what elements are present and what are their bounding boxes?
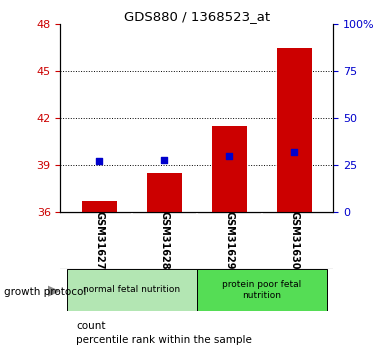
Text: count: count (76, 321, 106, 331)
Title: GDS880 / 1368523_at: GDS880 / 1368523_at (124, 10, 270, 23)
Text: percentile rank within the sample: percentile rank within the sample (76, 335, 252, 345)
Bar (197, 269, 327, 310)
Point (291, 149, 298, 155)
Bar (82, 201, 117, 212)
Text: protein poor fetal
nutrition: protein poor fetal nutrition (222, 280, 301, 299)
Text: GSM31629: GSM31629 (225, 211, 234, 270)
Bar (67, 269, 197, 310)
Point (226, 153, 232, 158)
Text: GSM31627: GSM31627 (94, 211, 105, 270)
Bar (277, 48, 312, 212)
Text: normal fetal nutrition: normal fetal nutrition (83, 285, 181, 294)
Text: GSM31628: GSM31628 (160, 211, 169, 270)
Bar (147, 173, 182, 212)
Polygon shape (48, 286, 58, 296)
Text: growth protocol: growth protocol (4, 287, 86, 296)
Point (161, 157, 168, 162)
Bar (211, 126, 247, 212)
Point (96, 159, 103, 164)
Text: GSM31630: GSM31630 (289, 211, 300, 270)
